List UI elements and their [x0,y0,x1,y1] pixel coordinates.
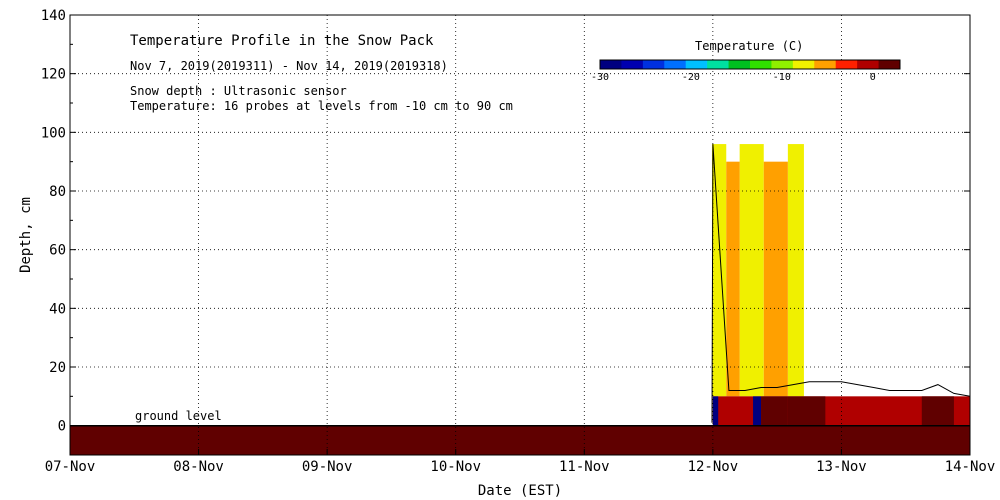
temperature-cell [787,396,826,426]
x-tick-label: 09-Nov [302,459,353,475]
colorbar-swatch [642,60,665,69]
snow-depth-line [711,144,971,423]
note-temperature: Temperature: 16 probes at levels from -1… [130,99,513,113]
y-tick-label: 120 [41,67,66,83]
colorbar: Temperature (C) -30 -20 -10 0 [591,39,901,83]
colorbar-swatches [600,60,901,69]
chart-subtitle: Nov 7, 2019(2019311) - Nov 14, 2019(2019… [130,59,448,73]
plot-frame [69,14,971,456]
y-axis: 0 20 40 60 80 100 120 140 [41,8,970,456]
temperature-cell [763,161,788,397]
colorbar-swatch [750,60,772,69]
colorbar-tick-label: -30 [591,72,609,83]
y-tick-label: 80 [49,184,66,200]
y-tick-label: 40 [49,301,66,317]
colorbar-frame [599,59,901,70]
y-tick-label: 0 [58,419,66,435]
x-tick-label: 10-Nov [430,459,481,475]
colorbar-swatch [600,60,622,69]
temperature-cell [753,396,762,426]
colorbar-title: Temperature (C) [695,39,803,53]
x-tick-label: 08-Nov [173,459,224,475]
colorbar-swatch [792,60,815,69]
colorbar-swatch [707,60,730,69]
colorbar-swatch [857,60,880,69]
colorbar-swatch [878,60,901,69]
temperature-cell [712,396,719,426]
note-snow-depth: Snow depth : Ultrasonic sensor [130,84,347,98]
probe-lines [711,144,971,423]
colorbar-swatch [835,60,858,69]
colorbar-swatch [664,60,687,69]
temperature-cell [787,144,804,397]
colorbar-tick-label: -10 [773,72,791,83]
colorbar-tick-label: -20 [682,72,700,83]
x-tick-label: 13-Nov [816,459,867,475]
colorbar-ticks: -30 -20 -10 0 [591,72,876,83]
x-tick-label: 12-Nov [688,459,739,475]
chart-title: Temperature Profile in the Snow Pack [130,33,434,49]
y-tick-label: 100 [41,125,66,141]
x-tick-label: 14-Nov [945,459,996,475]
temperature-cell [761,396,788,426]
colorbar-tick-label: 0 [870,72,876,83]
ground-level-label: ground level [135,409,222,423]
x-tick-label: 07-Nov [45,459,96,475]
colorbar-swatch [771,60,794,69]
temperature-cell [921,396,954,426]
y-axis-label: Depth, cm [18,197,34,273]
x-axis-label: Date (EST) [478,483,562,499]
temperature-cell [739,144,764,397]
y-tick-label: 140 [41,8,66,24]
colorbar-swatch [814,60,837,69]
y-tick-label: 60 [49,243,66,259]
y-tick-label: 20 [49,360,66,376]
temperature-cell [711,144,727,397]
x-axis: 07-Nov 08-Nov 09-Nov 10-Nov 11-Nov 12-Nov 13-N… [45,449,996,475]
temperature-cell [70,425,970,455]
temperature-cell [726,161,740,397]
grid [70,15,970,455]
colorbar-swatch [685,60,708,69]
x-tick-label: 11-Nov [559,459,610,475]
colorbar-swatch [728,60,751,69]
colorbar-swatch [621,60,644,69]
